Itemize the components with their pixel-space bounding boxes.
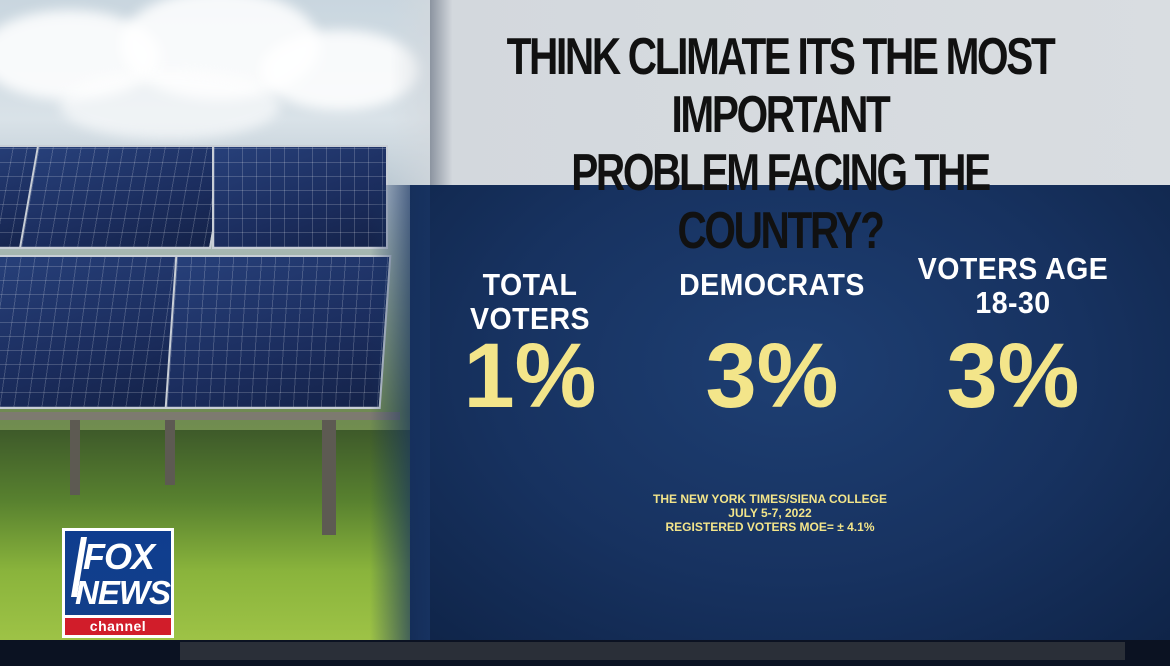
logo-text-news: NEWS xyxy=(75,574,171,611)
title-band xyxy=(390,0,1170,185)
logo-text-fox: FOX xyxy=(83,536,155,577)
headline-line-1: THINK CLIMATE ITS THE MOST IMPORTANT xyxy=(506,28,1056,144)
logo-blue-field: FOX NEWS xyxy=(65,531,171,615)
stat-label-line-2: 18-30 xyxy=(975,285,1051,320)
stat-value: 3% xyxy=(946,325,1080,427)
stat-label: VOTERS AGE xyxy=(917,251,1109,286)
headline-line-2: PROBLEM FACING THE COUNTRY? xyxy=(571,144,991,260)
logo-slash-icon xyxy=(71,537,87,597)
stat-value: 1% xyxy=(463,325,597,427)
stat-label: TOTAL VOTERS xyxy=(469,267,591,336)
stat-label: DEMOCRATS xyxy=(679,267,865,302)
headline: THINK CLIMATE ITS THE MOST IMPORTANT PRO… xyxy=(484,28,1077,260)
stat-value: 3% xyxy=(705,325,839,427)
stats-panel xyxy=(370,185,1170,640)
ticker-strip xyxy=(180,642,1125,660)
stat-democrats: DEMOCRATS 3% xyxy=(652,267,892,423)
source-line-2: JULY 5-7, 2022 xyxy=(728,506,812,520)
source-line-1: THE NEW YORK TIMES/SIENA COLLEGE xyxy=(652,492,888,506)
fox-news-logo: FOX NEWS channel xyxy=(62,528,174,638)
source-line-3: REGISTERED VOTERS MOE= ± 4.1% xyxy=(665,520,875,534)
logo-text-channel: channel xyxy=(65,618,171,635)
stat-voters-18-30: VOTERS AGE 18-30 3% xyxy=(893,251,1133,423)
stat-total-voters: TOTAL VOTERS 1% xyxy=(410,267,650,423)
poll-source: THE NEW YORK TIMES/SIENA COLLEGE JULY 5-… xyxy=(600,492,940,534)
